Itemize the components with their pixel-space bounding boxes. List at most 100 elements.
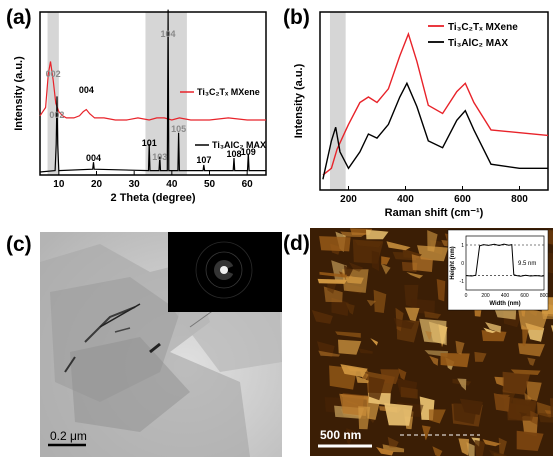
scale-bar-c-label: 0.2 μm xyxy=(50,429,87,443)
inset-x-tick-label: 200 xyxy=(481,293,490,299)
panel-a-label: (a) xyxy=(6,6,32,29)
afm-flake xyxy=(419,318,447,344)
afm-flake xyxy=(340,231,367,237)
afm-flake xyxy=(356,375,369,384)
x-tick-label: 10 xyxy=(53,179,65,190)
inset-y-tick-label: 1 xyxy=(461,243,464,249)
peak-label: 104 xyxy=(161,29,176,39)
inset-frame xyxy=(465,235,545,291)
afm-flake xyxy=(371,250,380,272)
afm-flake xyxy=(345,276,364,284)
x-tick-label: 20 xyxy=(91,179,103,190)
afm-flake xyxy=(398,368,407,381)
afm-flake xyxy=(400,386,418,399)
afm-flake xyxy=(457,378,467,391)
afm-flake xyxy=(482,439,502,447)
panel-a-xrd-chart: 002 004 002 004 101 103 104 105 107 108 109 10 20 30 4… xyxy=(13,9,267,204)
series-line-0 xyxy=(39,61,266,121)
afm-flake xyxy=(380,263,391,275)
afm-flake xyxy=(429,355,439,366)
afm-flake xyxy=(459,398,483,415)
x-tick-label: 600 xyxy=(454,194,471,205)
inset-y-tick-label: 0 xyxy=(461,261,464,267)
afm-flake xyxy=(428,409,446,424)
afm-flake xyxy=(319,236,351,252)
afm-flake xyxy=(354,239,384,248)
shaded-region-1 xyxy=(145,12,187,175)
peak-label: 105 xyxy=(171,124,186,134)
inset-x-tick-label: 600 xyxy=(520,293,529,299)
inset-x-tick-label: 800 xyxy=(540,293,549,299)
afm-flake xyxy=(381,256,391,265)
afm-flake xyxy=(427,230,438,252)
plot-frame xyxy=(319,11,549,191)
afm-flake xyxy=(335,331,361,338)
panel-b-label: (b) xyxy=(283,6,310,29)
series-line-1 xyxy=(322,81,548,180)
afm-flake xyxy=(366,229,389,240)
afm-flake xyxy=(317,278,348,284)
afm-flake xyxy=(348,262,364,272)
height-annotation: 9.5 nm xyxy=(518,261,536,267)
afm-flake xyxy=(483,327,497,333)
peak-label: 109 xyxy=(241,147,256,157)
afm-flake xyxy=(421,425,431,441)
afm-flake xyxy=(384,403,413,426)
afm-flake xyxy=(498,437,507,456)
inset-x-tick-label: 400 xyxy=(501,293,510,299)
afm-flake xyxy=(319,271,348,278)
peak-label: 002 xyxy=(49,110,64,120)
afm-flake xyxy=(458,438,469,456)
afm-flake xyxy=(440,353,470,368)
afm-flake xyxy=(386,241,411,251)
afm-flake xyxy=(358,406,371,430)
afm-flake xyxy=(380,369,401,384)
x-tick-label: 800 xyxy=(511,194,528,205)
x-tick-label: 40 xyxy=(166,179,178,190)
peak-label: 004 xyxy=(79,85,94,95)
afm-flake xyxy=(358,348,373,354)
afm-flake xyxy=(366,299,377,307)
height-profile-line xyxy=(465,243,545,277)
afm-flake xyxy=(526,381,542,401)
afm-flake xyxy=(494,376,504,387)
x-tick-label: 400 xyxy=(397,194,414,205)
y-axis-label: Intensity (a.u.) xyxy=(293,63,305,138)
legend-label: Ti₃C₂Tₓ MXene xyxy=(448,22,518,33)
y-axis-label: Intensity (a.u.) xyxy=(13,56,25,131)
x-tick-label: 30 xyxy=(129,179,141,190)
afm-flake xyxy=(432,446,443,456)
afm-flake xyxy=(538,412,553,423)
afm-flake xyxy=(425,330,432,340)
afm-flake xyxy=(527,357,536,366)
x-tick-label: 60 xyxy=(242,179,254,190)
afm-flake xyxy=(340,364,368,378)
afm-flake xyxy=(318,350,341,357)
series-line-0 xyxy=(322,31,549,176)
height-profile-inset: 9.5 nm 0 200 400 600 800 1 0 -1 Width (nm) Height … xyxy=(447,229,549,311)
legend-label: Ti₃AlC₂ MAX xyxy=(212,140,266,150)
afm-flake xyxy=(405,307,420,322)
tem-micrograph: 0.2 μm xyxy=(40,232,282,457)
panel-d-label: (d) xyxy=(283,232,310,255)
afm-flake xyxy=(311,310,333,324)
afm-flake xyxy=(346,428,356,445)
panel-c-label: (c) xyxy=(6,233,32,256)
x-tick-label: 50 xyxy=(204,179,216,190)
afm-flake xyxy=(411,254,433,272)
afm-flake xyxy=(502,371,530,395)
peak-label: 108 xyxy=(226,149,241,159)
afm-flake xyxy=(493,393,510,412)
afm-flake xyxy=(530,410,538,425)
inset-x-tick-label: 0 xyxy=(465,293,468,299)
inset-x-axis-label: Width (nm) xyxy=(489,301,520,307)
afm-flake xyxy=(474,439,486,456)
peak-label: 107 xyxy=(196,155,211,165)
legend-label: Ti₃AlC₂ MAX xyxy=(448,38,508,49)
afm-flake xyxy=(436,279,446,302)
scale-bar-d-label: 500 nm xyxy=(320,428,361,442)
afm-flake xyxy=(493,452,506,456)
afm-flake xyxy=(518,343,545,357)
afm-flake xyxy=(338,339,362,355)
afm-flake xyxy=(518,411,528,418)
